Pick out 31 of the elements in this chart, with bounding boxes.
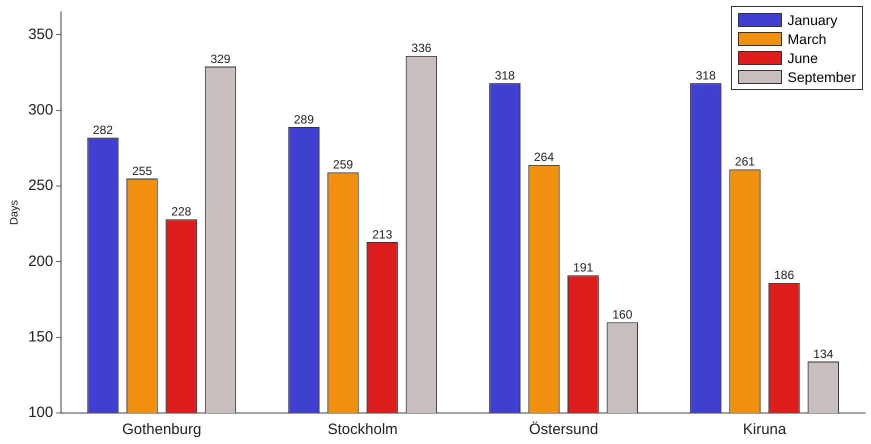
data-label: 329	[210, 52, 231, 66]
legend-label: March	[788, 30, 826, 46]
data-label: 213	[372, 227, 393, 242]
x-tick-label: Gothenburg	[122, 421, 202, 438]
data-label: 264	[534, 150, 554, 164]
data-label: 289	[294, 112, 314, 126]
x-tick-label: Kiruna	[742, 421, 787, 438]
legend-label: January	[788, 12, 838, 28]
y-tick-label: 150	[28, 328, 54, 346]
y-tick-label: 100	[28, 404, 54, 422]
data-label: 186	[774, 268, 794, 282]
data-label: 282	[92, 122, 114, 137]
data-label: 318	[494, 68, 516, 82]
y-tick-label: 300	[28, 102, 54, 118]
data-label: 318	[696, 68, 716, 82]
y-axis-title: Days	[8, 199, 21, 226]
data-label: 191	[573, 260, 594, 275]
data-label: 255	[132, 164, 152, 178]
y-tick-label: 250	[28, 177, 54, 194]
data-label: 336	[411, 41, 432, 56]
data-label: 160	[612, 308, 633, 322]
x-tick-label: Stockholm	[328, 421, 398, 438]
data-label: 259	[333, 158, 354, 172]
x-tick-label: Östersund	[528, 421, 598, 438]
y-tick-label: 200	[28, 252, 54, 270]
legend-label: September	[788, 68, 856, 84]
data-label: 228	[171, 204, 192, 219]
legend-label: June	[788, 50, 818, 66]
y-tick-label: 350	[28, 26, 54, 43]
data-label: 134	[813, 346, 834, 361]
data-label: 261	[734, 154, 756, 169]
